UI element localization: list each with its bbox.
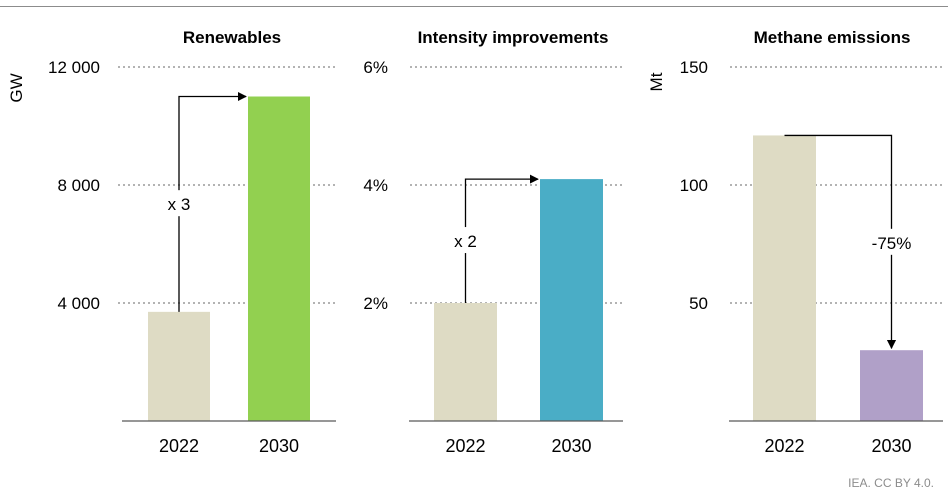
y-axis-unit: Mt	[647, 72, 666, 91]
bar-2022	[753, 135, 816, 421]
x-tick-label: 2022	[764, 436, 804, 456]
x-tick-label: 2022	[159, 436, 199, 456]
y-tick-label: 100	[680, 176, 708, 195]
change-annotation: x 2	[454, 232, 477, 251]
annotation-background	[863, 228, 920, 255]
y-axis-unit: GW	[7, 73, 26, 102]
change-annotation: x 3	[168, 195, 191, 214]
x-tick-label: 2030	[259, 436, 299, 456]
bar-2022	[148, 311, 210, 421]
y-tick-label: 150	[680, 58, 708, 77]
x-tick-label: 2030	[551, 436, 591, 456]
change-arrow	[784, 134, 897, 350]
annotation-background	[445, 227, 486, 254]
bar-2030	[540, 179, 603, 421]
panel-title: Renewables	[183, 28, 281, 47]
y-tick-label: 6%	[363, 58, 388, 77]
bar-2030	[860, 350, 923, 421]
y-tick-label: 4%	[363, 176, 388, 195]
change-arrow	[178, 91, 247, 312]
bar-2022	[434, 303, 497, 421]
panel-title: Methane emissions	[754, 28, 911, 47]
panel-title: Intensity improvements	[418, 28, 609, 47]
y-tick-label: 50	[689, 294, 708, 313]
x-tick-label: 2030	[871, 436, 911, 456]
top-rule	[0, 6, 948, 7]
source-note: IEA. CC BY 4.0.	[848, 476, 934, 490]
change-arrow	[464, 174, 539, 303]
y-tick-label: 8 000	[57, 176, 100, 195]
bar-2030	[248, 96, 310, 421]
x-tick-label: 2022	[445, 436, 485, 456]
y-tick-label: 12 000	[48, 58, 100, 77]
y-tick-label: 2%	[363, 294, 388, 313]
change-annotation: -75%	[872, 234, 912, 253]
annotation-background	[159, 190, 199, 217]
y-tick-label: 4 000	[57, 294, 100, 313]
